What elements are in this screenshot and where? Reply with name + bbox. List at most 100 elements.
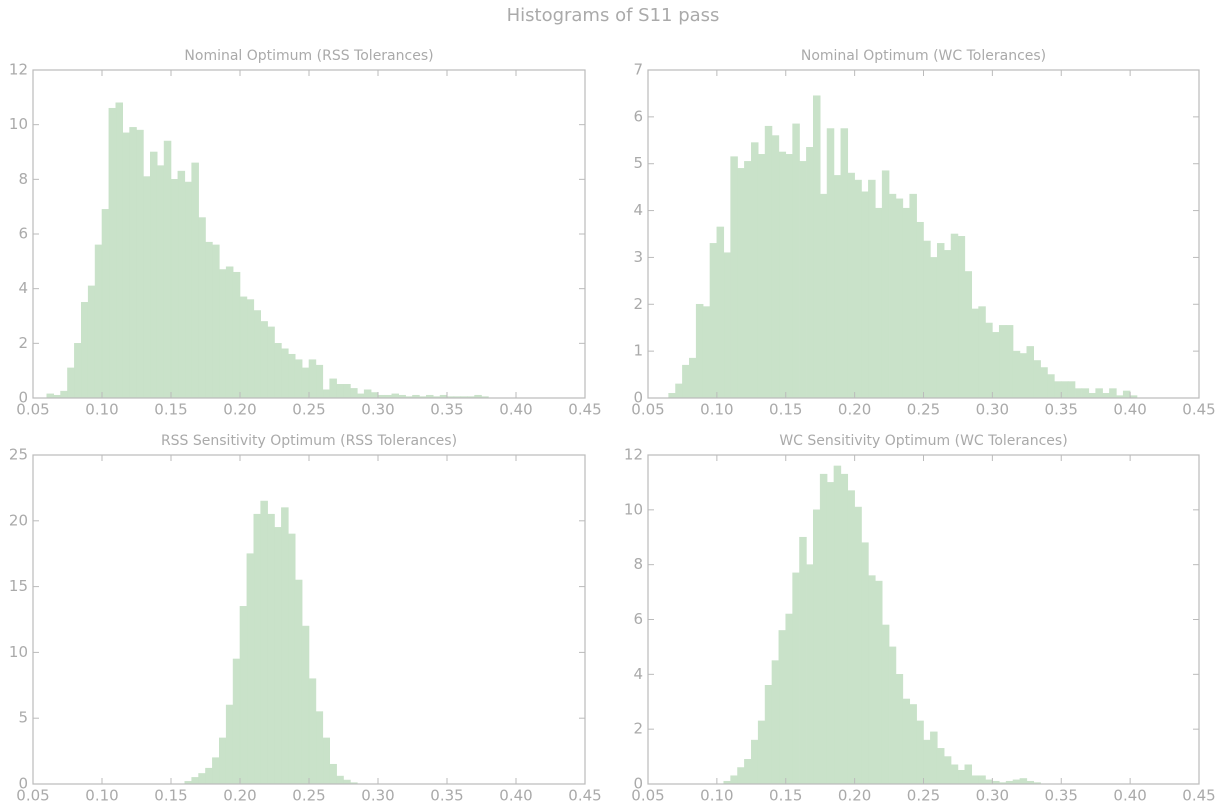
- y-tick-label: 2: [633, 295, 643, 313]
- bar: [895, 674, 904, 785]
- bar: [46, 393, 54, 399]
- bar: [315, 711, 324, 785]
- bar: [785, 613, 793, 785]
- bar: [799, 536, 807, 785]
- bar: [737, 767, 745, 785]
- bar: [950, 764, 959, 785]
- subplot: Nominal Optimum (RSS Tolerances) 0.05 0.10…: [9, 48, 602, 419]
- bar: [826, 482, 835, 785]
- bar: [847, 172, 855, 399]
- bar: [225, 704, 234, 785]
- bar: [301, 625, 310, 785]
- x-tick-label: 0.25: [907, 787, 940, 805]
- x-tick-label: 0.25: [292, 787, 325, 805]
- bar: [985, 779, 993, 785]
- subplot: Nominal Optimum (WC Tolerances) 0.05 0.10 0…: [631, 48, 1215, 419]
- bar: [1122, 390, 1131, 399]
- bar: [916, 221, 924, 399]
- x-tick-label: 0.05: [631, 787, 664, 805]
- bar: [771, 135, 780, 399]
- x-tick-label: 0.25: [292, 401, 325, 419]
- bar: [936, 243, 945, 399]
- bar: [833, 465, 842, 785]
- bar: [74, 343, 82, 399]
- y-tick-label: 1: [633, 342, 643, 360]
- y-tick-label: 12: [624, 446, 643, 464]
- y-tick-label: 3: [633, 248, 643, 266]
- bar: [1060, 381, 1069, 399]
- y-tick-label: 0: [633, 775, 643, 793]
- bar: [826, 128, 835, 399]
- bar: [730, 156, 738, 399]
- bar: [744, 161, 752, 399]
- bar: [909, 704, 917, 785]
- bar: [1074, 388, 1083, 399]
- bar: [861, 191, 869, 399]
- bar: [150, 151, 158, 399]
- subplot-title: Nominal Optimum (WC Tolerances): [801, 48, 1046, 64]
- bar: [792, 572, 800, 785]
- x-tick-label: 0.15: [154, 401, 187, 419]
- bar: [281, 348, 289, 399]
- bar: [1081, 388, 1090, 399]
- x-tick-label: 0.20: [838, 787, 871, 805]
- bar: [260, 321, 268, 399]
- y-tick-label: 6: [18, 225, 28, 243]
- figure-title: Histograms of S11 pass: [507, 5, 720, 26]
- subplot: WC Sensitivity Optimum (WC Tolerances) 0.…: [624, 433, 1216, 805]
- bar: [1019, 778, 1028, 785]
- y-tick-label: 8: [18, 170, 28, 188]
- bar: [225, 266, 234, 399]
- bar: [205, 241, 213, 399]
- x-tick-label: 0.15: [769, 401, 802, 419]
- bar: [943, 250, 952, 399]
- bar: [343, 384, 351, 399]
- bar: [757, 720, 766, 785]
- subplot-title: RSS Sensitivity Optimum (RSS Tolerances): [161, 433, 457, 449]
- bar: [957, 769, 966, 785]
- bar: [329, 763, 337, 785]
- bar: [287, 533, 296, 785]
- bar: [923, 240, 931, 399]
- bar: [957, 236, 966, 399]
- x-tick-label: 0.45: [568, 787, 601, 805]
- bar: [819, 473, 828, 785]
- bar: [281, 507, 289, 785]
- x-tick-label: 0.15: [769, 787, 802, 805]
- bar: [833, 175, 842, 399]
- bar: [874, 580, 883, 785]
- bar: [964, 764, 973, 785]
- bar: [1012, 350, 1021, 399]
- bar: [998, 325, 1007, 399]
- bar: [177, 170, 186, 399]
- subplot-title: WC Sensitivity Optimum (WC Tolerances): [779, 433, 1067, 449]
- x-tick-label: 0.45: [568, 401, 601, 419]
- bar: [308, 678, 317, 785]
- bar: [60, 390, 68, 399]
- y-tick-label: 10: [9, 643, 28, 661]
- bar: [971, 308, 979, 399]
- y-tick-label: 6: [633, 107, 643, 125]
- bar: [1019, 353, 1028, 399]
- bar: [985, 322, 993, 399]
- bar: [771, 660, 780, 785]
- bar: [895, 198, 904, 399]
- bar: [122, 132, 130, 399]
- x-tick-label: 0.35: [430, 787, 463, 805]
- bar: [322, 737, 330, 785]
- x-tick-label: 0.05: [16, 787, 49, 805]
- subplot-title: Nominal Optimum (RSS Tolerances): [184, 48, 433, 64]
- bar: [695, 303, 704, 399]
- x-tick-label: 0.10: [85, 401, 118, 419]
- x-tick-label: 0.30: [976, 787, 1009, 805]
- bar: [322, 389, 330, 399]
- bar: [239, 296, 248, 399]
- bar: [287, 353, 296, 399]
- bar: [239, 606, 248, 785]
- bar: [191, 777, 199, 785]
- bar: [329, 378, 337, 399]
- y-tick-label: 6: [633, 610, 643, 628]
- bar: [94, 244, 103, 399]
- bar: [936, 748, 945, 785]
- bar: [806, 147, 814, 399]
